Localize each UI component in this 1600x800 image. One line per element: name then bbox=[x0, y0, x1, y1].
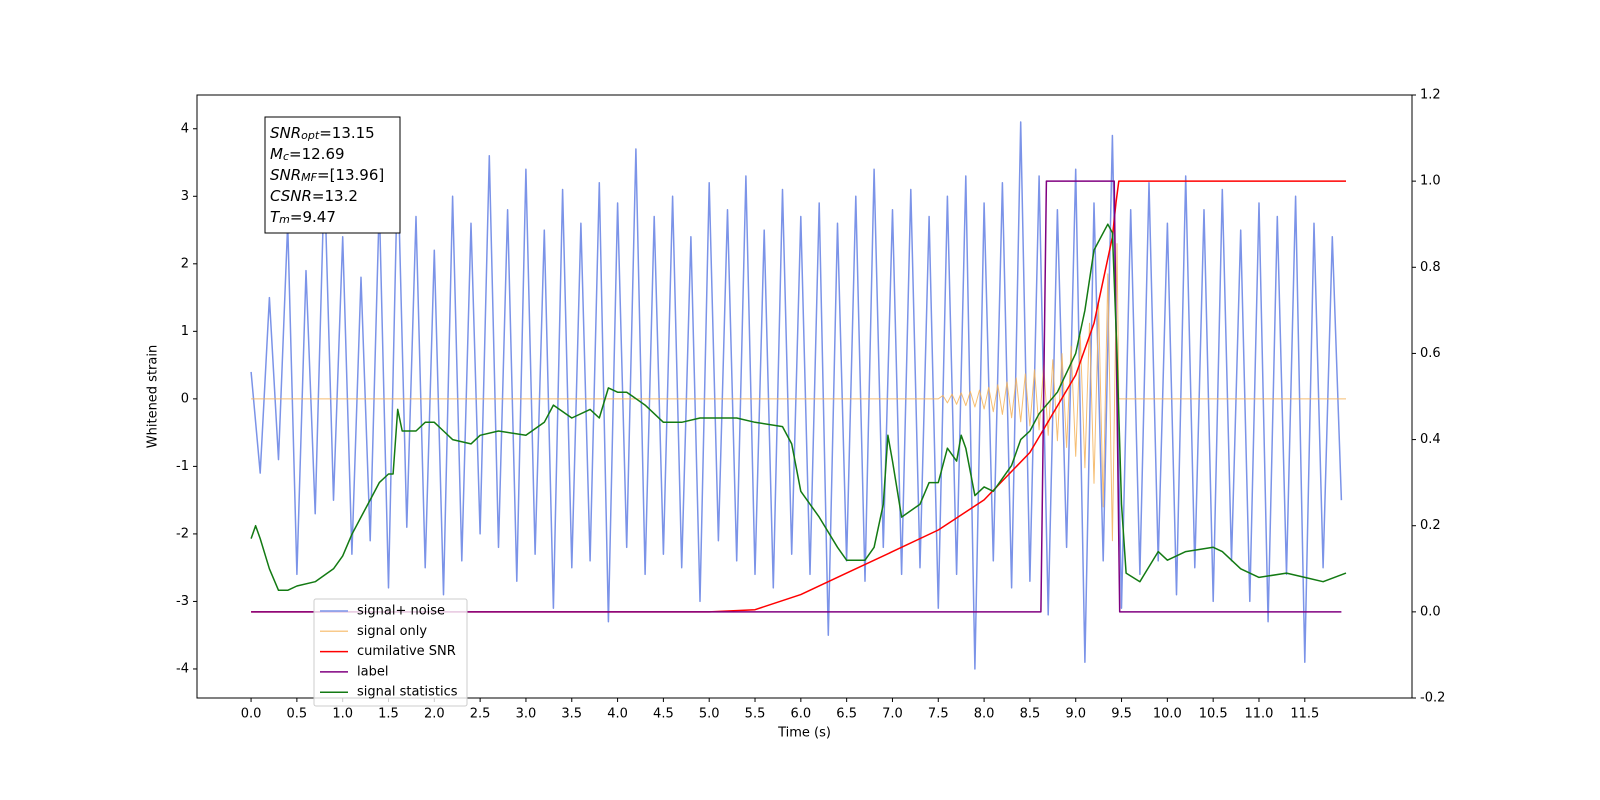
x-tick-label: 7.0 bbox=[882, 707, 903, 722]
x-tick-label: 5.0 bbox=[699, 707, 720, 722]
annotation-value: =13.2 bbox=[312, 187, 358, 205]
y-tick-label: 0 bbox=[181, 391, 189, 406]
annotation: CSNR=13.2 bbox=[270, 187, 358, 205]
y-tick-label: -3 bbox=[176, 594, 189, 609]
annotation: Mc=12.69 bbox=[270, 145, 345, 163]
x-tick-label: 4.5 bbox=[653, 707, 674, 722]
x-tick-label: 10.0 bbox=[1153, 707, 1182, 722]
annotation-base: CSNR bbox=[270, 187, 312, 205]
annotation-box bbox=[264, 116, 401, 234]
x-tick-label: 3.0 bbox=[516, 707, 537, 722]
y2-tick-label: -0.2 bbox=[1420, 691, 1445, 706]
x-tick-label: 0.0 bbox=[241, 707, 262, 722]
x-tick-label: 4.0 bbox=[607, 707, 628, 722]
overlay: 0.0 0.5 1.0 1.5 2.0 2.5 3.0 3.5 4.0 4.5 5.0 5.5 6.0 6… bbox=[146, 88, 1446, 741]
y-tick-label: -2 bbox=[176, 526, 189, 541]
y2-tick-label: 0.8 bbox=[1420, 260, 1441, 275]
annotation: SNRopt=13.15 bbox=[270, 124, 375, 142]
annotation-base: SNR bbox=[270, 124, 301, 142]
y2-tick-label: 0.6 bbox=[1420, 346, 1441, 361]
x-tick-label: 11.0 bbox=[1245, 707, 1274, 722]
legend-box bbox=[313, 598, 468, 707]
annotation-sub: c bbox=[283, 150, 289, 163]
legend-label: signal statistics bbox=[357, 685, 458, 700]
annotation-value: =[13.96] bbox=[317, 166, 384, 184]
series-line bbox=[251, 243, 1346, 542]
annotation-base: SNR bbox=[270, 166, 301, 184]
x-tick-label: 2.0 bbox=[424, 707, 445, 722]
x-tick-label: 1.0 bbox=[332, 707, 353, 722]
y2-tick-label: 0.0 bbox=[1420, 604, 1441, 619]
annotation-sub: MF bbox=[301, 171, 317, 184]
x-tick-label: 0.5 bbox=[287, 707, 308, 722]
y-tick-label: -1 bbox=[176, 459, 189, 474]
x-tick-label: 9.0 bbox=[1065, 707, 1086, 722]
y2-tick-label: 0.4 bbox=[1420, 432, 1441, 447]
annotation-value: =13.15 bbox=[319, 124, 375, 142]
x-tick-label: 1.5 bbox=[378, 707, 399, 722]
y-tick-label: -4 bbox=[176, 661, 189, 676]
y-tick-label: 3 bbox=[181, 189, 189, 204]
series-line bbox=[250, 121, 1343, 670]
legend-label: signal only bbox=[357, 624, 427, 639]
y-tick-label: 1 bbox=[181, 324, 189, 339]
x-axis-label: Time (s) bbox=[777, 726, 831, 741]
y-tick-label: 2 bbox=[181, 256, 189, 271]
x-tick-label: 7.5 bbox=[928, 707, 949, 722]
legend-label: signal+ noise bbox=[357, 604, 445, 619]
annotation: SNRMF=[13.96] bbox=[270, 166, 384, 184]
annotation-value: =9.47 bbox=[290, 208, 336, 226]
annotation: Tm=9.47 bbox=[270, 208, 336, 226]
x-tick-label: 8.5 bbox=[1020, 707, 1041, 722]
x-tick-label: 11.5 bbox=[1290, 707, 1319, 722]
y2-tick-label: 1.0 bbox=[1420, 174, 1441, 189]
annotation-base: M bbox=[270, 145, 283, 163]
y-axis-label: Whitened strain bbox=[146, 345, 161, 448]
x-tick-label: 10.5 bbox=[1199, 707, 1228, 722]
x-tick-label: 6.5 bbox=[836, 707, 857, 722]
x-tick-label: 8.0 bbox=[974, 707, 995, 722]
x-tick-label: 2.5 bbox=[470, 707, 491, 722]
annotation-value: =12.69 bbox=[289, 145, 345, 163]
y2-tick-label: 0.2 bbox=[1420, 518, 1441, 533]
series-line bbox=[250, 223, 1347, 592]
x-tick-label: 5.5 bbox=[745, 707, 766, 722]
y-tick-label: 4 bbox=[181, 121, 189, 136]
x-tick-label: 3.5 bbox=[561, 707, 582, 722]
plot-area bbox=[250, 121, 1347, 670]
annotation-sub: opt bbox=[301, 129, 320, 142]
x-tick-label: 9.5 bbox=[1111, 707, 1132, 722]
annotation-base: T bbox=[270, 208, 281, 226]
series-line bbox=[251, 180, 1342, 613]
y2-tick-label: 1.2 bbox=[1420, 88, 1441, 103]
x-tick-label: 6.0 bbox=[790, 707, 811, 722]
legend-label: label bbox=[357, 664, 388, 679]
legend-label: cumilative SNR bbox=[357, 644, 456, 659]
axes-frame bbox=[196, 94, 1413, 699]
annotation-sub: m bbox=[279, 213, 290, 226]
